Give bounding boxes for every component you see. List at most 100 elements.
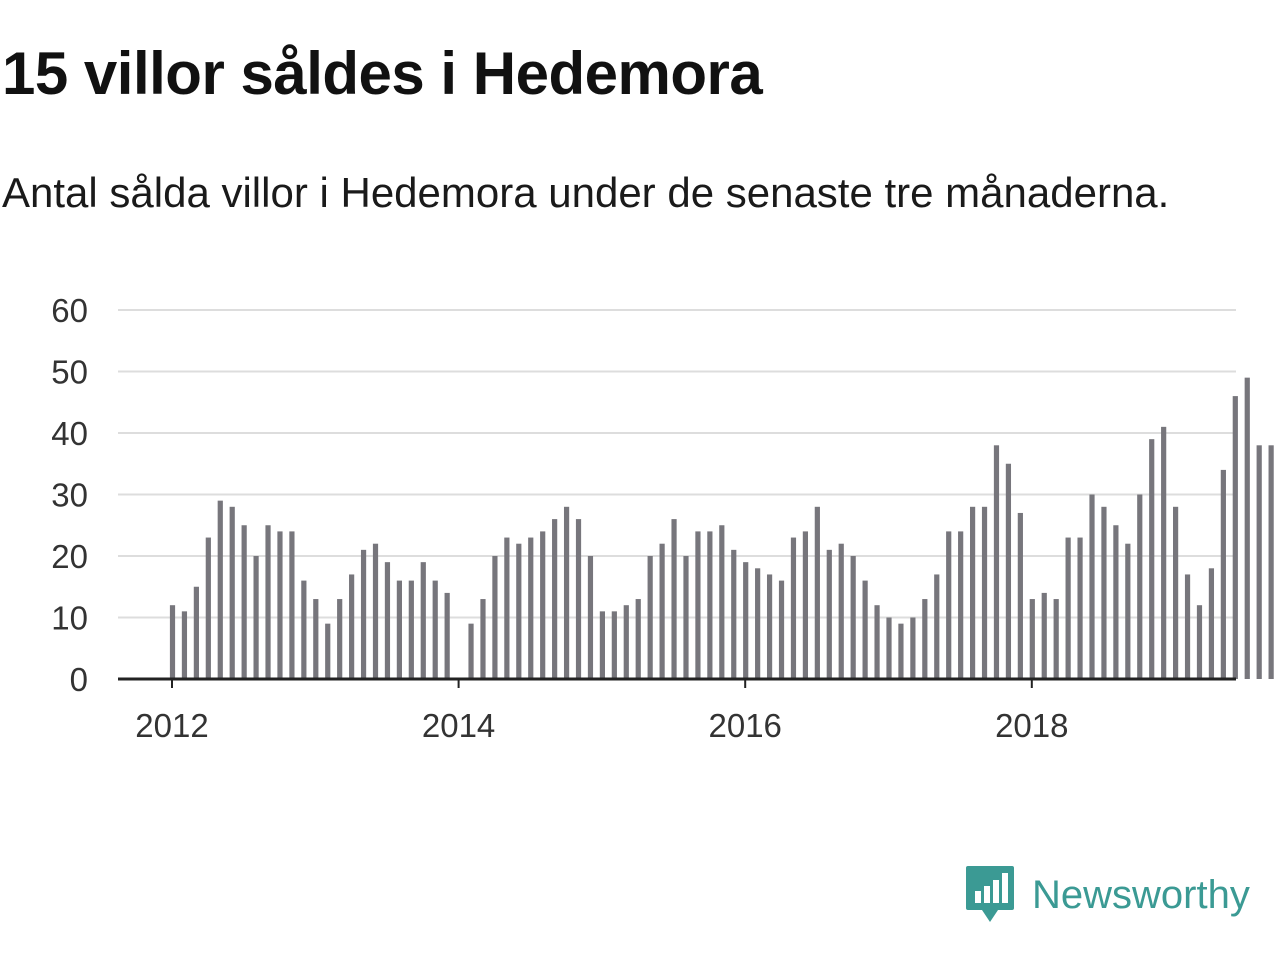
bar — [934, 574, 940, 679]
bar — [1077, 537, 1083, 679]
bar — [504, 537, 510, 679]
x-tick-label: 2012 — [135, 707, 208, 744]
bar — [253, 556, 259, 679]
bar — [1065, 537, 1071, 679]
y-tick-label: 50 — [51, 354, 88, 391]
bar — [659, 543, 665, 679]
bar — [349, 574, 355, 679]
bar — [671, 519, 677, 679]
bar — [778, 580, 785, 679]
bar — [265, 525, 271, 679]
bar — [277, 531, 283, 679]
bar — [552, 519, 558, 679]
bar — [707, 531, 713, 679]
bar — [313, 599, 319, 679]
newsworthy-logo-text: Newsworthy — [1032, 873, 1250, 917]
bar — [325, 623, 331, 679]
bar — [384, 562, 391, 679]
bar — [755, 568, 761, 679]
y-tick-label: 20 — [51, 538, 88, 575]
y-tick-label: 10 — [51, 600, 88, 637]
bar — [1125, 543, 1131, 679]
bar — [683, 556, 689, 679]
bar — [635, 599, 641, 679]
bar — [492, 556, 498, 679]
x-tick-label: 2018 — [995, 707, 1068, 744]
bar — [802, 531, 809, 679]
bar — [599, 611, 605, 679]
bar — [575, 519, 582, 679]
bar — [874, 605, 880, 679]
bar — [1232, 396, 1238, 679]
bar — [1137, 494, 1143, 679]
bar — [969, 506, 976, 679]
bar — [1256, 445, 1262, 679]
chart-title: 15 villor såldes i Hedemora — [2, 40, 763, 107]
bar — [731, 549, 737, 679]
bar — [743, 562, 749, 679]
bar — [838, 543, 844, 679]
newsworthy-logo-icon — [966, 866, 1014, 922]
bar — [563, 506, 570, 679]
y-tick-label: 60 — [51, 292, 88, 329]
bar — [1149, 439, 1155, 679]
x-tick-label: 2014 — [422, 707, 495, 744]
bar — [922, 599, 928, 679]
bar — [647, 556, 653, 679]
bar — [217, 500, 223, 679]
bar — [181, 611, 188, 679]
bar — [444, 592, 450, 679]
bar — [1196, 605, 1203, 679]
bar — [372, 543, 379, 679]
bar — [1268, 445, 1274, 679]
bar — [193, 586, 199, 679]
bar — [1089, 494, 1095, 679]
bar — [623, 605, 629, 679]
bars — [169, 377, 1274, 679]
bar — [1184, 574, 1191, 679]
y-tick-label: 30 — [51, 477, 88, 514]
bar — [1244, 377, 1250, 679]
bar — [528, 537, 534, 679]
bar — [862, 580, 868, 679]
bar — [898, 623, 904, 679]
bar — [958, 531, 964, 679]
bar — [1029, 599, 1035, 679]
bar — [408, 580, 414, 679]
y-tick-label: 0 — [70, 661, 88, 698]
bar — [1173, 506, 1179, 679]
newsworthy-logo[interactable]: Newsworthy — [964, 864, 1250, 926]
y-tick-label: 40 — [51, 415, 88, 452]
bar — [695, 531, 701, 679]
bar — [1017, 512, 1023, 679]
bar — [946, 531, 952, 679]
bar — [1208, 568, 1215, 679]
bar — [814, 506, 820, 679]
bar — [432, 580, 438, 679]
bar — [480, 599, 486, 679]
bar — [301, 580, 307, 679]
bar — [826, 549, 832, 679]
bar — [337, 599, 343, 679]
bar — [1101, 506, 1107, 679]
bar — [587, 556, 594, 679]
bar — [169, 605, 176, 679]
y-axis-labels: 0 10 20 30 40 50 60 — [51, 292, 88, 698]
bar — [719, 525, 725, 679]
x-axis-labels: 20122014201620182020202220242026 — [135, 679, 1069, 744]
bar — [910, 617, 916, 679]
gridlines — [118, 309, 1236, 619]
x-tick-label: 2016 — [708, 707, 781, 744]
bar — [1041, 592, 1047, 679]
bar — [420, 562, 426, 679]
bar — [1053, 599, 1059, 679]
bar — [611, 611, 617, 679]
bar — [1005, 463, 1012, 679]
bar — [229, 506, 235, 679]
bar — [1161, 426, 1167, 679]
bar — [790, 537, 797, 679]
bar — [1220, 469, 1226, 679]
bar — [850, 556, 856, 679]
bar — [205, 537, 211, 679]
